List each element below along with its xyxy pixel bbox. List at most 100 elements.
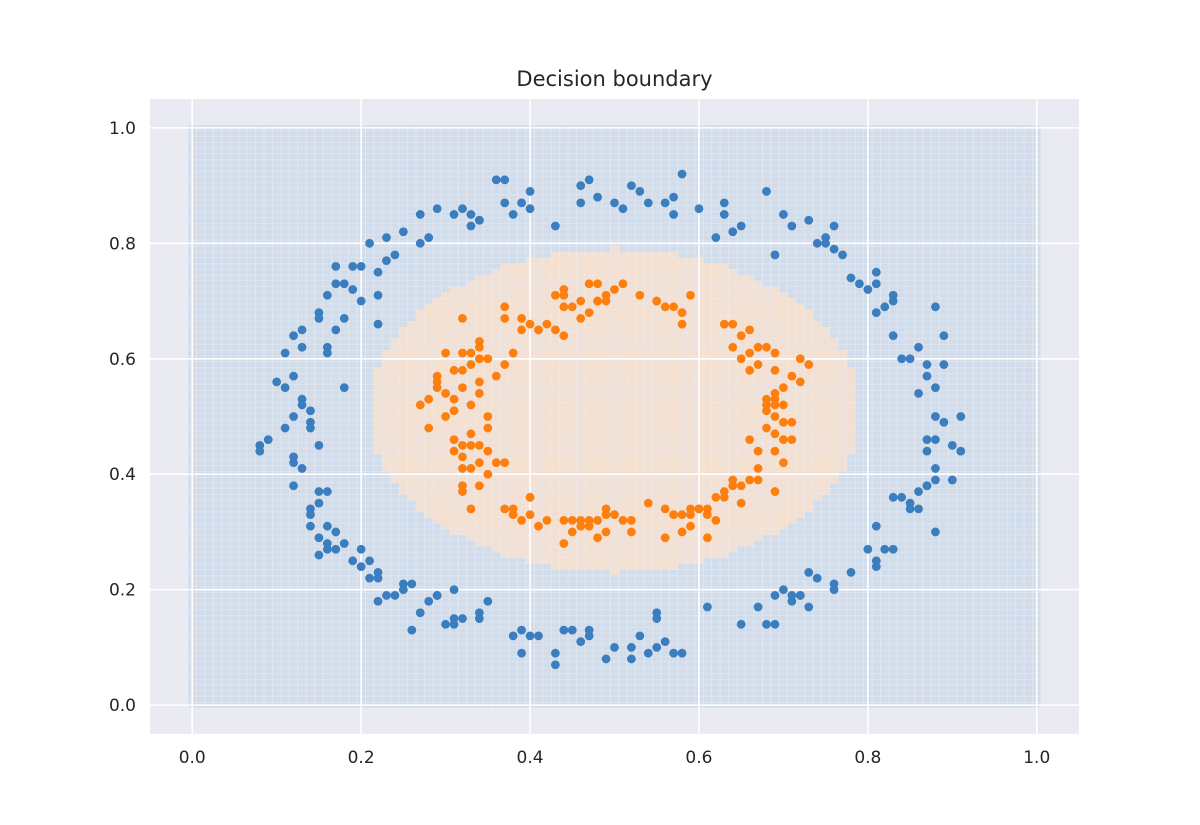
region-cell-inner <box>458 327 467 333</box>
region-cell-outer <box>230 500 239 506</box>
region-cell-inner <box>424 494 433 500</box>
region-cell-outer <box>568 696 577 703</box>
region-cell-inner <box>585 558 594 564</box>
region-cell-outer <box>593 182 602 189</box>
region-cell-inner <box>492 408 501 414</box>
region-cell-inner <box>416 344 425 350</box>
region-cell-outer <box>365 644 374 651</box>
region-cell-inner <box>551 361 560 368</box>
region-cell-outer <box>576 627 585 633</box>
region-cell-outer <box>239 679 247 685</box>
region-cell-outer <box>458 679 467 685</box>
region-cell-inner <box>568 367 577 373</box>
region-cell-outer <box>424 275 433 281</box>
region-cell-inner <box>475 396 484 402</box>
region-cell-inner <box>576 563 585 570</box>
region-cell-outer <box>340 656 349 662</box>
region-cell-outer <box>289 154 298 160</box>
region-cell-inner <box>450 511 458 518</box>
region-cell-outer <box>340 644 349 651</box>
region-cell-outer <box>272 211 281 218</box>
region-cell-outer <box>399 200 408 206</box>
region-cell-outer <box>230 142 239 148</box>
region-cell-outer <box>315 627 323 633</box>
region-cell-outer <box>196 269 205 275</box>
region-cell-outer <box>500 604 509 610</box>
region-cell-outer <box>315 373 323 379</box>
region-cell-inner <box>568 523 577 529</box>
region-cell-outer <box>441 529 450 535</box>
region-cell-outer <box>416 552 425 558</box>
region-cell-inner <box>441 396 450 402</box>
region-cell-outer <box>222 194 230 200</box>
region-cell-outer <box>348 685 357 691</box>
region-cell-outer <box>272 558 281 564</box>
region-cell-outer <box>323 154 332 160</box>
region-cell-inner <box>475 309 484 316</box>
region-cell-outer <box>458 211 467 218</box>
region-cell-outer <box>416 673 425 679</box>
region-cell-outer <box>306 171 315 177</box>
region-cell-outer <box>239 136 247 143</box>
region-cell-outer <box>315 384 323 391</box>
region-cell-outer <box>340 436 349 443</box>
region-cell-inner <box>441 506 450 512</box>
region-cell-outer <box>272 384 281 391</box>
region-cell-inner <box>576 500 585 506</box>
region-cell-outer <box>559 223 568 229</box>
region-cell-inner <box>585 540 594 547</box>
region-cell-inner <box>374 425 382 431</box>
region-cell-outer <box>247 390 256 397</box>
region-cell-outer <box>391 304 399 310</box>
region-cell-outer <box>340 171 349 177</box>
region-cell-outer <box>272 286 281 293</box>
region-cell-inner <box>407 477 416 483</box>
region-cell-outer <box>331 442 340 449</box>
region-cell-outer <box>517 234 526 241</box>
region-cell-inner <box>517 292 526 298</box>
region-cell-outer <box>483 546 492 552</box>
region-cell-outer <box>289 523 298 529</box>
region-cell-outer <box>391 696 399 703</box>
region-cell-outer <box>433 154 442 160</box>
region-cell-outer <box>315 569 323 576</box>
region-cell-outer <box>399 656 408 662</box>
region-cell-outer <box>264 171 273 177</box>
region-cell-outer <box>315 211 323 218</box>
region-cell-inner <box>517 523 526 529</box>
region-cell-outer <box>407 673 416 679</box>
region-cell-outer <box>340 367 349 373</box>
region-cell-outer <box>450 690 458 697</box>
region-cell-outer <box>551 211 560 218</box>
region-cell-outer <box>289 338 298 345</box>
region-cell-outer <box>348 494 357 500</box>
region-cell-outer <box>230 638 239 645</box>
region-cell-outer <box>483 627 492 633</box>
region-cell-inner <box>543 373 551 379</box>
region-cell-outer <box>298 575 306 581</box>
region-cell-inner <box>475 361 484 368</box>
region-cell-outer <box>255 592 264 599</box>
region-cell-outer <box>331 229 340 235</box>
region-cell-inner <box>534 419 543 425</box>
region-cell-inner <box>576 384 585 391</box>
region-cell-outer <box>264 454 273 460</box>
region-cell-outer <box>450 546 458 552</box>
region-cell-outer <box>348 540 357 547</box>
region-cell-outer <box>365 477 374 483</box>
region-cell-outer <box>264 644 273 651</box>
region-cell-inner <box>543 338 551 345</box>
region-cell-outer <box>196 436 205 443</box>
region-cell-outer <box>407 309 416 316</box>
region-cell-outer <box>255 517 264 524</box>
region-cell-inner <box>500 494 509 500</box>
region-cell-inner <box>424 402 433 408</box>
region-cell-inner <box>534 396 543 402</box>
region-cell-outer <box>340 269 349 275</box>
region-cell-inner <box>483 523 492 529</box>
region-cell-outer <box>576 171 585 177</box>
region-cell-inner <box>568 281 577 287</box>
region-cell-outer <box>340 592 349 599</box>
region-cell-outer <box>306 286 315 293</box>
region-cell-outer <box>483 581 492 587</box>
